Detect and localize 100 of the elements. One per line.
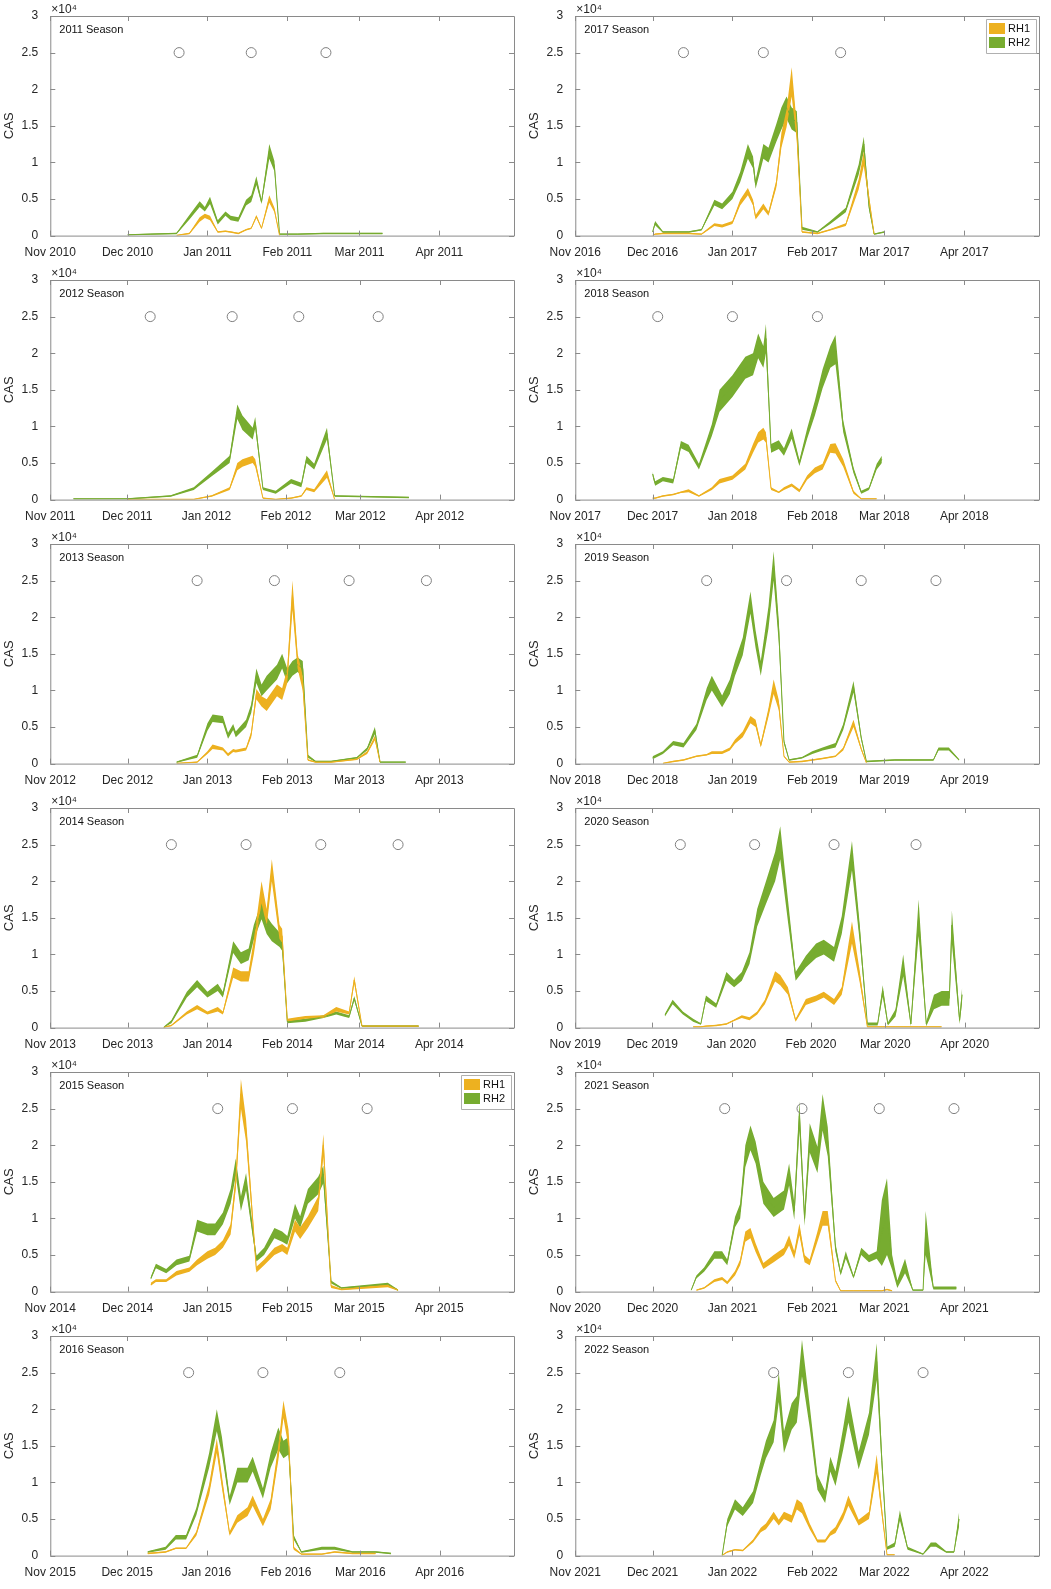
y-tick-label: 0.5 xyxy=(21,191,39,206)
y-tick-label: 1.5 xyxy=(546,382,564,397)
x-tick-label: Jan 2011 xyxy=(183,245,232,260)
y-tick-label: 2.5 xyxy=(21,308,39,323)
y-tick-label: 2 xyxy=(556,1137,564,1152)
y-tick-label: 0 xyxy=(31,1547,39,1562)
x-tick-label: Jan 2012 xyxy=(181,509,232,524)
y-tick-label: 1.5 xyxy=(546,646,564,661)
text: ×10⁴ xyxy=(51,266,77,280)
x-tick-label: Jan 2017 xyxy=(707,245,758,260)
x-tick-label: Dec 2013 xyxy=(101,1037,154,1052)
x-tick-label: Feb 2021 xyxy=(786,1301,838,1316)
x-tick-label: Feb 2016 xyxy=(260,1565,312,1580)
y-tick-label: 2.5 xyxy=(546,1100,564,1115)
text: ×10⁴ xyxy=(51,794,77,808)
x-tick-label: Nov 2018 xyxy=(549,773,602,788)
x-tick-label: Feb 2020 xyxy=(785,1037,837,1052)
x-tick-label: Mar 2011 xyxy=(334,245,385,260)
y-axis-title: CAS xyxy=(1,904,17,932)
x-tick-label: Feb 2014 xyxy=(261,1037,313,1052)
x-tick-label: Apr 2021 xyxy=(939,1301,989,1316)
y-tick-label: 3 xyxy=(31,8,39,23)
y-tick-label: 2.5 xyxy=(546,1364,564,1379)
x-tick-label: Dec 2011 xyxy=(101,509,153,524)
x-tick-label: Jan 2021 xyxy=(707,1301,758,1316)
x-tick-label: Jan 2020 xyxy=(706,1037,757,1052)
y-tick-label: 0.5 xyxy=(546,719,564,734)
y-tick-label: 2 xyxy=(31,609,39,624)
x-tick-label: Nov 2019 xyxy=(549,1037,602,1052)
x-tick-label: Dec 2021 xyxy=(626,1565,679,1580)
x-tick-label: Mar 2022 xyxy=(859,1565,911,1580)
x-tick-label: Nov 2013 xyxy=(24,1037,77,1052)
y-axis-title: CAS xyxy=(526,376,542,404)
y-tick-label: 1.5 xyxy=(21,1174,39,1189)
y-tick-label: 0.5 xyxy=(21,1247,39,1262)
x-tick-label: Nov 2016 xyxy=(549,245,602,260)
y-tick-label: 3 xyxy=(31,1328,39,1343)
x-tick-label: Mar 2013 xyxy=(334,773,386,788)
text: ×10⁴ xyxy=(576,2,602,16)
y-tick-label: 2.5 xyxy=(21,1364,39,1379)
y-axis-title: CAS xyxy=(1,112,17,140)
text: ×10⁴ xyxy=(576,1058,602,1072)
y-tick-label: 0.5 xyxy=(21,455,39,470)
y-axis-title: CAS xyxy=(526,112,542,140)
y-tick-label: 1.5 xyxy=(21,382,39,397)
y-tick-label: 3 xyxy=(31,272,39,287)
x-tick-label: Feb 2017 xyxy=(786,245,838,260)
x-tick-label: Dec 2017 xyxy=(626,509,679,524)
y-tick-label: 0 xyxy=(556,1283,564,1298)
y-tick-label: 2.5 xyxy=(546,308,564,323)
x-tick-label: Nov 2020 xyxy=(549,1301,602,1316)
y-tick-label: 1 xyxy=(31,418,39,433)
y-tick-label: 1 xyxy=(556,1474,564,1489)
y-tick-label: 3 xyxy=(31,1064,39,1079)
x-tick-label: Mar 2016 xyxy=(334,1565,386,1580)
y-axis-title: CAS xyxy=(526,904,542,932)
y-tick-label: 1 xyxy=(556,154,564,169)
x-tick-label: Mar 2015 xyxy=(334,1301,386,1316)
y-tick-label: 3 xyxy=(556,800,564,815)
x-tick-label: Feb 2012 xyxy=(260,509,312,524)
y-tick-label: 1.5 xyxy=(546,910,564,925)
x-tick-label: Feb 2022 xyxy=(786,1565,838,1580)
y-tick-label: 0 xyxy=(31,227,39,242)
y-tick-label: 3 xyxy=(556,8,564,23)
y-tick-label: 2.5 xyxy=(21,572,39,587)
legend-label: RH1 xyxy=(482,1078,506,1090)
y-tick-label: 2 xyxy=(556,873,564,888)
y-tick-label: 1 xyxy=(31,1210,39,1225)
x-tick-label: Feb 2013 xyxy=(261,773,313,788)
y-tick-label: 2 xyxy=(556,345,564,360)
text: 2012 Season xyxy=(59,287,125,299)
text: ×10⁴ xyxy=(51,2,77,16)
x-tick-label: Jan 2019 xyxy=(707,773,758,788)
text: 2019 Season xyxy=(584,551,650,563)
y-tick-label: 1 xyxy=(556,418,564,433)
x-tick-label: Mar 2012 xyxy=(334,509,386,524)
y-tick-label: 0.5 xyxy=(546,1247,564,1262)
y-tick-label: 2.5 xyxy=(21,1100,39,1115)
text: 2022 Season xyxy=(584,1343,650,1355)
x-tick-label: Nov 2015 xyxy=(24,1565,77,1580)
y-tick-label: 0 xyxy=(556,227,564,242)
y-tick-label: 1 xyxy=(556,1210,564,1225)
y-tick-label: 0.5 xyxy=(546,1511,564,1526)
text: 2014 Season xyxy=(59,815,125,827)
x-tick-label: Apr 2020 xyxy=(940,1037,990,1052)
x-tick-label: Mar 2017 xyxy=(859,245,911,260)
y-tick-label: 3 xyxy=(556,536,564,551)
y-tick-label: 2 xyxy=(31,1401,39,1416)
x-tick-label: Jan 2022 xyxy=(707,1565,758,1580)
text: 2016 Season xyxy=(59,1343,125,1355)
y-tick-label: 2.5 xyxy=(546,572,564,587)
x-tick-label: Feb 2019 xyxy=(786,773,838,788)
y-tick-label: 0.5 xyxy=(546,191,564,206)
x-tick-label: Feb 2011 xyxy=(262,245,313,260)
x-tick-label: Apr 2022 xyxy=(939,1565,989,1580)
y-axis-title: CAS xyxy=(526,1168,542,1196)
y-tick-label: 2.5 xyxy=(546,836,564,851)
text: ×10⁴ xyxy=(576,266,602,280)
x-tick-label: Mar 2014 xyxy=(334,1037,386,1052)
y-tick-label: 1 xyxy=(31,1474,39,1489)
